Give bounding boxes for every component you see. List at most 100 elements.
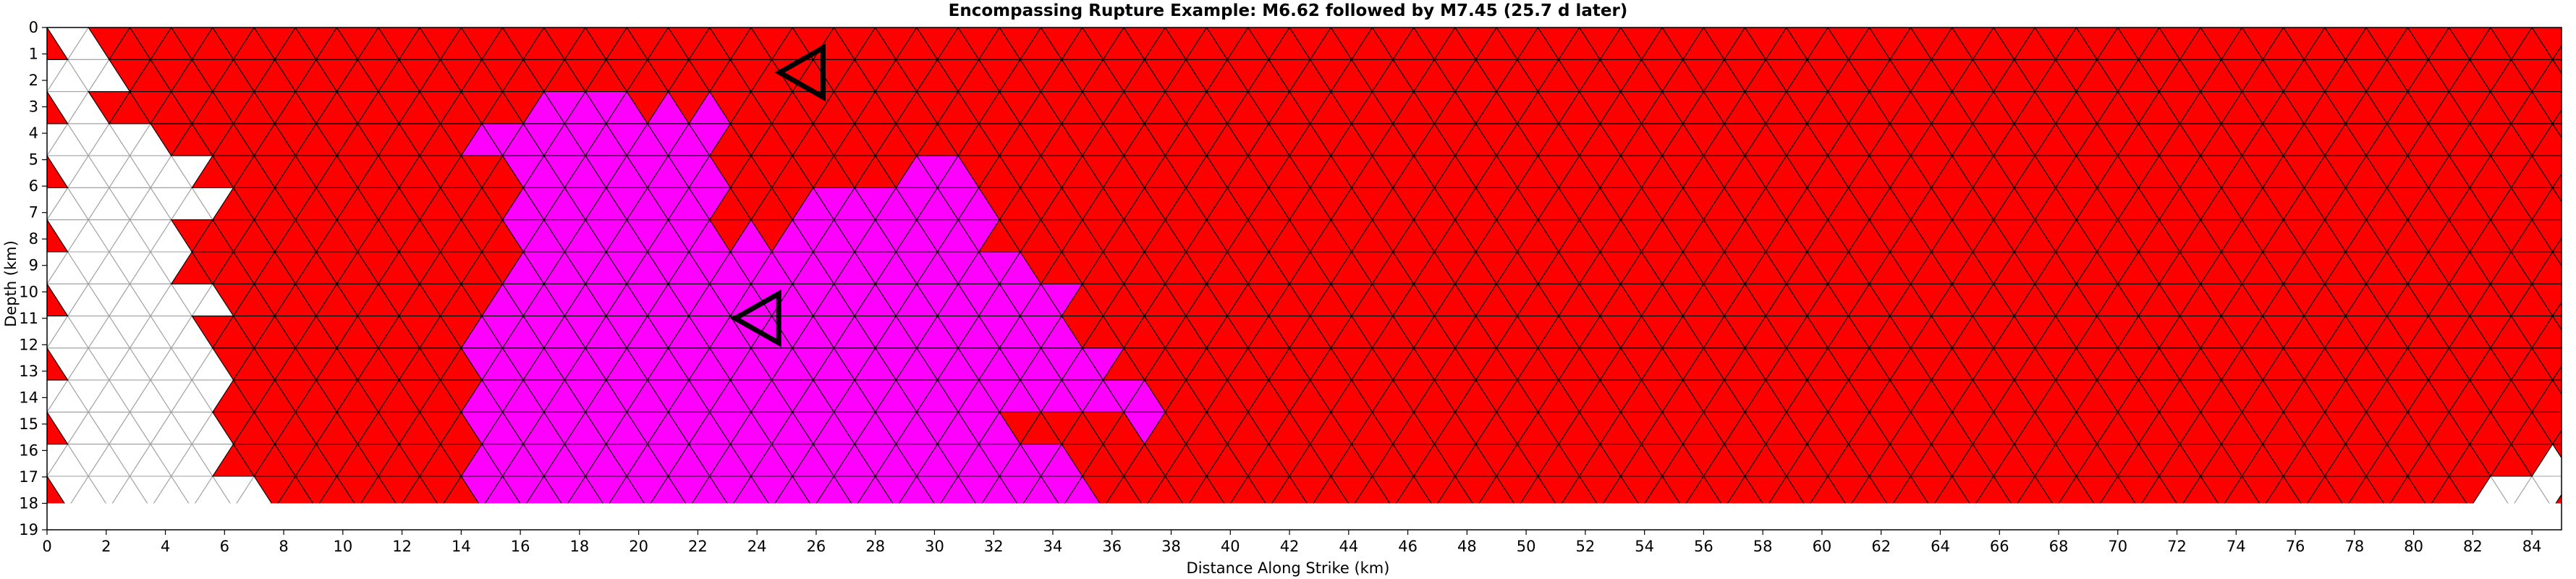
x-tick-label: 30	[925, 538, 944, 555]
x-tick-label: 44	[1339, 538, 1358, 555]
mesh-triangle	[2573, 92, 2576, 124]
mesh-triangle	[813, 508, 855, 540]
mesh-triangle	[2159, 508, 2200, 540]
x-tick-label: 42	[1280, 538, 1300, 555]
mesh-triangle	[2118, 508, 2159, 540]
axes-frame	[46, 27, 2562, 531]
mesh-triangle	[2387, 508, 2428, 540]
mesh-triangle	[2573, 284, 2576, 316]
mesh-triangle	[2531, 347, 2562, 381]
mesh-triangle	[1890, 508, 1931, 540]
x-tick-label: 40	[1221, 538, 1240, 555]
mesh-triangle	[2531, 476, 2562, 504]
mesh-triangle	[2138, 508, 2179, 540]
mesh-triangle	[1268, 508, 1310, 540]
mesh-triangle	[730, 508, 771, 540]
mesh-triangle	[2573, 156, 2576, 187]
mesh-triangle	[2470, 508, 2511, 540]
mesh-triangle	[357, 508, 399, 540]
mesh-triangle	[2551, 301, 2562, 317]
mesh-triangle	[1331, 508, 1372, 540]
mesh-triangle	[1393, 508, 1434, 540]
axes	[46, 27, 2562, 531]
x-tick-label: 80	[2404, 538, 2423, 555]
mesh-triangle	[47, 155, 69, 188]
y-tick-label: 3	[29, 98, 38, 116]
x-tick-label: 72	[2167, 538, 2187, 555]
mesh-triangle	[130, 508, 171, 540]
mesh-triangle	[585, 508, 627, 540]
y-tick-label: 10	[19, 283, 38, 300]
mesh-triangle	[1600, 508, 1641, 540]
mesh-triangle	[1165, 508, 1206, 540]
mesh-triangle	[1538, 508, 1580, 540]
mesh-triangle	[2532, 508, 2573, 540]
mesh-triangle	[254, 508, 295, 540]
mesh-triangle	[1787, 508, 1828, 540]
mesh-triangle	[2573, 252, 2576, 284]
x-tick-label: 60	[1813, 538, 1832, 555]
x-tick-label: 36	[1102, 538, 1122, 555]
mesh-triangle	[1808, 508, 1849, 540]
mesh-triangle	[2510, 444, 2554, 478]
x-tick-label: 6	[220, 538, 229, 555]
mesh-triangle	[2180, 508, 2221, 540]
mesh-triangle	[2551, 187, 2562, 203]
mesh-triangle	[192, 508, 233, 540]
mesh-triangle	[2573, 220, 2576, 252]
mesh-triangle	[917, 508, 958, 540]
mesh-triangle	[2553, 508, 2576, 540]
x-tick-label: 48	[1457, 538, 1477, 555]
mesh-triangle	[1869, 508, 1910, 540]
mesh-triangle	[420, 508, 461, 540]
mesh-triangle	[1621, 508, 1662, 540]
y-tick-label: 1	[29, 46, 38, 63]
chart-title: Encompassing Rupture Example: M6.62 foll…	[949, 1, 1628, 20]
x-tick-label: 58	[1753, 538, 1773, 555]
x-tick-label: 38	[1161, 538, 1181, 555]
mesh-triangle	[1683, 508, 1724, 540]
mesh-triangle	[1227, 508, 1268, 540]
mesh-triangle	[2531, 155, 2562, 189]
mesh-triangle	[689, 508, 730, 540]
mesh-triangle	[1434, 508, 1475, 540]
x-tick-label: 28	[865, 538, 885, 555]
hypocenter-marker	[774, 43, 826, 102]
mesh-triangle	[523, 508, 564, 540]
mesh-triangle	[47, 28, 69, 60]
ruptured-mesh	[47, 28, 2576, 540]
mesh-triangle	[2263, 508, 2304, 540]
mesh-triangle	[2014, 508, 2056, 540]
mesh-triangle	[1703, 508, 1745, 540]
mesh-triangle	[316, 508, 357, 540]
mesh-triangle	[378, 508, 420, 540]
mesh-triangle	[213, 508, 254, 540]
mesh-triangle	[896, 508, 937, 540]
mesh-triangle	[1373, 508, 1414, 540]
mesh-triangle	[47, 28, 48, 29]
mesh-triangle	[2573, 28, 2576, 59]
x-tick-label: 20	[629, 538, 648, 555]
x-tick-label: 4	[161, 538, 170, 555]
mesh-triangle	[999, 508, 1041, 540]
mesh-triangle	[1352, 508, 1393, 540]
mesh-triangle	[399, 508, 441, 540]
x-tick-label: 24	[747, 538, 767, 555]
x-tick-label: 54	[1635, 538, 1654, 555]
x-tick-label: 10	[333, 538, 352, 555]
mesh-triangle	[2531, 219, 2562, 253]
mesh-triangle	[792, 508, 834, 540]
mesh-triangle	[2200, 508, 2242, 540]
mesh-triangle	[2551, 444, 2562, 459]
mesh-triangle	[275, 508, 316, 540]
mesh-triangle	[47, 91, 48, 93]
mesh-triangle	[2491, 508, 2532, 540]
mesh-triangle	[2551, 365, 2562, 381]
mesh-triangle	[979, 508, 1020, 540]
mesh-triangle	[1580, 508, 1621, 540]
x-tick-label: 66	[1990, 538, 2009, 555]
mesh-triangle	[1455, 508, 1496, 540]
mesh-triangle	[47, 475, 65, 504]
